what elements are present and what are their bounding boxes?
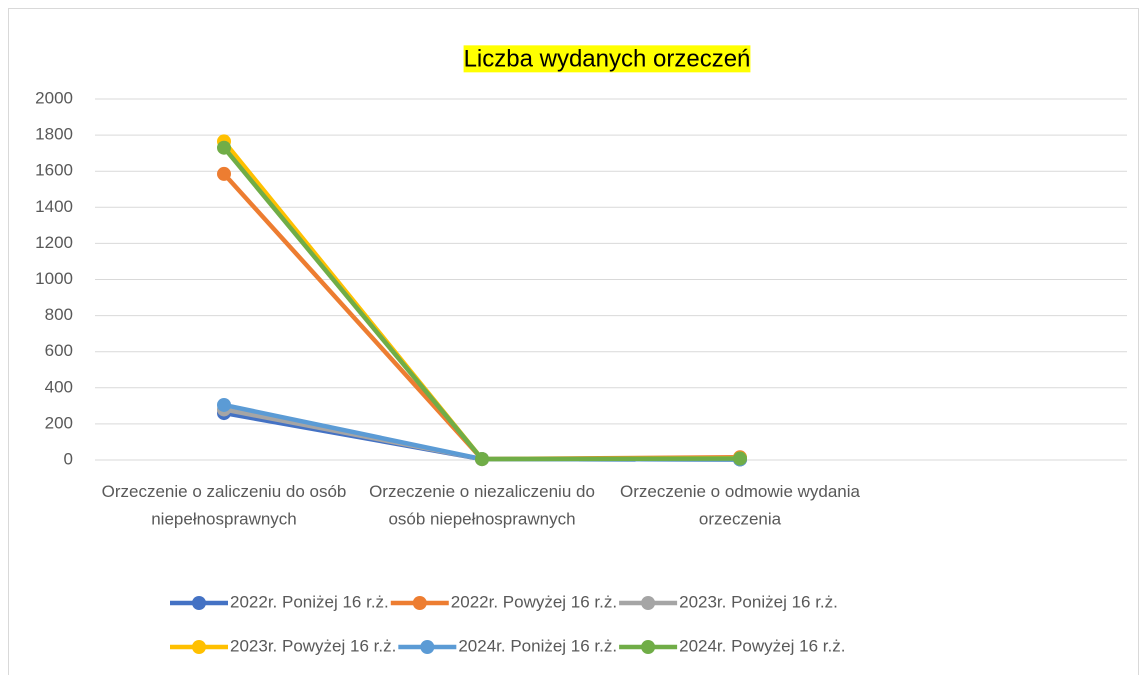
legend-marker: [641, 640, 656, 654]
y-tick-label: 1200: [35, 233, 73, 252]
data-point: [217, 397, 231, 412]
data-point: [217, 140, 231, 155]
legend-label: 2023r. Powyżej 16 r.ż.: [230, 636, 396, 655]
y-tick-label: 2000: [35, 88, 73, 107]
legend-marker: [420, 640, 435, 654]
legend-marker: [192, 640, 206, 654]
x-tick-label: Orzeczenie o zaliczeniu do osób niepełnos…: [102, 482, 347, 529]
legend-label: 2022r. Powyżej 16 r.ż.: [451, 592, 617, 611]
y-tick-label: 600: [45, 341, 73, 360]
y-tick-label: 400: [45, 377, 73, 396]
chart-border: [8, 8, 1139, 675]
series-line: [222, 146, 741, 462]
y-tick-label: 1800: [35, 125, 73, 144]
series-line: [222, 172, 741, 462]
legend-label: 2022r. Poniżej 16 r.ż.: [230, 592, 389, 611]
legend-label: 2023r. Poniżej 16 r.ż.: [679, 592, 838, 611]
y-tick-label: 200: [45, 413, 73, 432]
y-tick-label: 1600: [35, 161, 73, 180]
y-tick-label: 0: [64, 449, 73, 468]
y-tick-label: 1000: [35, 269, 73, 288]
x-tick-label: Orzeczenie o odmowie wydania orzeczenia: [620, 482, 861, 529]
data-point: [475, 452, 489, 467]
chart-title: Liczba wydanych orzeczeń: [464, 45, 751, 72]
data-point: [733, 451, 747, 466]
y-tick-label: 1400: [35, 197, 73, 216]
legend-marker: [192, 596, 206, 610]
data-point: [217, 166, 231, 181]
legend-marker: [641, 596, 656, 610]
legend-label: 2024r. Poniżej 16 r.ż.: [458, 636, 617, 655]
x-tick-label: Orzeczenie o niezaliczeniu do osób niepeł…: [369, 482, 595, 529]
title-highlight: [463, 45, 751, 73]
series-line: [223, 402, 741, 462]
legend-marker: [412, 596, 427, 610]
y-tick-label: 800: [45, 305, 73, 324]
series-line: [222, 139, 741, 462]
series-line: [223, 407, 741, 462]
legend-label: 2024r. Powyżej 16 r.ż.: [679, 636, 845, 655]
